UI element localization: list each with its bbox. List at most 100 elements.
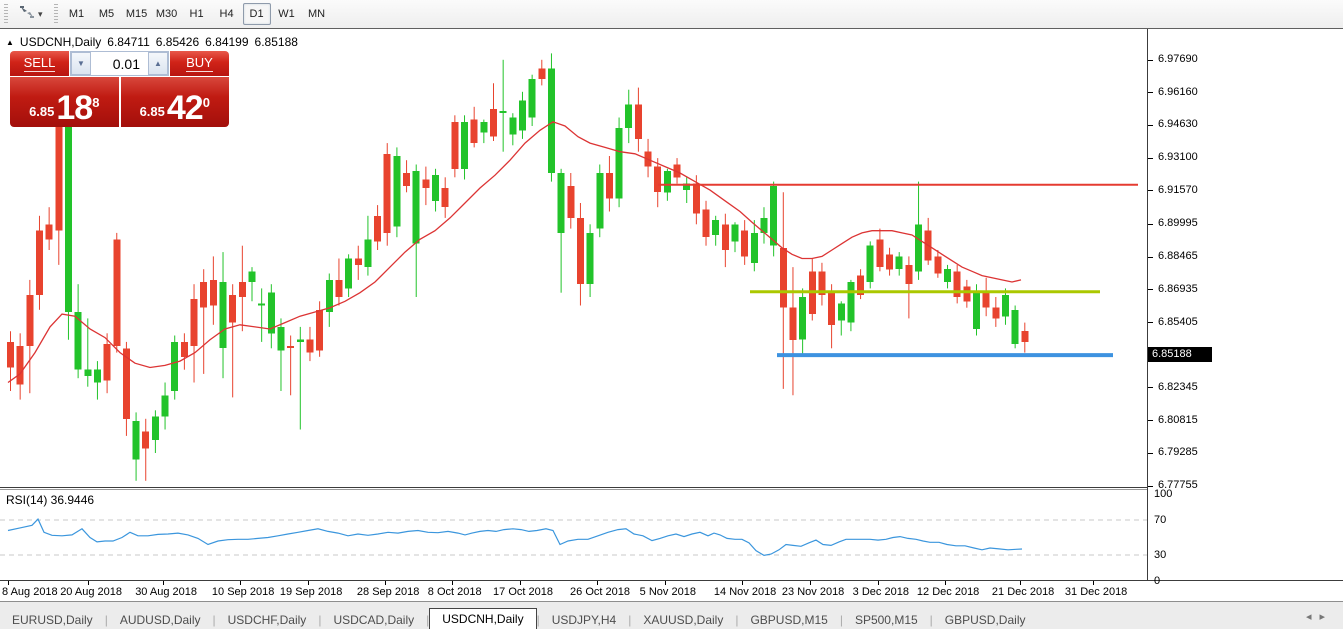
rsi-axis-label: 100 <box>1154 487 1173 500</box>
price-axis-label: 6.79285 <box>1158 446 1198 459</box>
date-axis-tick <box>240 581 241 585</box>
candle-body <box>886 254 894 270</box>
candle-body <box>576 217 584 285</box>
chart-tab-usdcnh[interactable]: USDCNH,Daily <box>429 608 537 629</box>
date-axis-tick <box>385 581 386 585</box>
candle-body <box>219 282 227 349</box>
chart-tab-usdchf[interactable]: USDCHF,Daily <box>227 613 307 627</box>
volume-value[interactable]: 0.01 <box>112 55 140 72</box>
buy-button[interactable]: BUY <box>170 51 229 76</box>
volume-increase-button[interactable]: ▲ <box>148 52 168 75</box>
date-axis-tick <box>742 581 743 585</box>
price-axis-label: 6.96160 <box>1158 85 1198 98</box>
one-click-trading-panel: SELL ▼ 0.01 ▲ BUY 6.85 18 8 6.85 42 0 <box>10 51 229 127</box>
candle-body <box>963 286 971 302</box>
timeframe-button-m30[interactable]: M30 <box>155 8 178 20</box>
date-axis-label: 21 Dec 2018 <box>991 586 1055 598</box>
date-axis-tick <box>810 581 811 585</box>
price-axis-tick <box>1148 485 1153 487</box>
price-axis-label: 6.80815 <box>1158 413 1198 426</box>
timeframe-button-mn[interactable]: MN <box>307 8 326 20</box>
price-axis-tick <box>1148 289 1153 291</box>
moving-average-line[interactable] <box>7 121 1022 384</box>
timeframe-button-h4[interactable]: H4 <box>219 8 234 20</box>
candle-body <box>7 341 14 368</box>
candle-body <box>248 271 256 282</box>
candle-body <box>702 209 710 238</box>
ohlc-low-value: 6.84199 <box>205 35 249 49</box>
candle-body <box>663 170 671 193</box>
chart-tool-button[interactable]: ▾ <box>12 1 50 28</box>
candle-body <box>876 239 884 268</box>
date-axis-label: 19 Sep 2018 <box>279 586 343 598</box>
candle-body <box>490 108 497 137</box>
rsi-line[interactable] <box>7 518 1023 557</box>
price-axis-label: 6.97690 <box>1158 53 1198 65</box>
toolbar-gripper[interactable] <box>53 4 58 24</box>
candle-body <box>132 420 140 460</box>
candle-body <box>345 258 353 289</box>
timeframe-button-m1[interactable]: M1 <box>68 8 85 20</box>
candle-body <box>470 119 478 144</box>
price-axis-label: 6.82345 <box>1158 380 1198 393</box>
price-axis-label: 6.91570 <box>1158 183 1198 196</box>
timeframe-button-d1[interactable]: D1 <box>242 3 271 25</box>
date-axis-label: 14 Nov 2018 <box>713 586 777 598</box>
chart-tab-audusd[interactable]: AUDUSD,Daily <box>119 613 201 627</box>
candle-body <box>36 230 43 295</box>
candle-body <box>509 117 517 135</box>
date-axis-label: 23 Nov 2018 <box>781 586 845 598</box>
sell-price-display[interactable]: 6.85 18 8 <box>10 77 119 127</box>
tab-scroll-arrows[interactable]: ◂▸ <box>1306 610 1333 623</box>
main-chart-canvas[interactable] <box>0 30 1147 487</box>
candle-body <box>142 431 150 449</box>
timeframe-button-m15[interactable]: M15 <box>125 8 148 20</box>
candle-body <box>316 309 324 351</box>
price-axis-tick <box>1148 322 1153 324</box>
candle-body <box>113 239 121 347</box>
timeframe-toolbar: ▾ M1 M5 M15 M30 H1 H4 D1 W1 MN <box>0 0 1343 28</box>
candle-body <box>200 282 208 308</box>
timeframe-button-w1[interactable]: W1 <box>278 8 295 20</box>
tab-separator: | <box>104 613 108 627</box>
sell-button[interactable]: SELL <box>10 51 69 76</box>
toolbar-gripper[interactable] <box>4 4 8 24</box>
candle-body <box>383 153 391 233</box>
volume-decrease-button[interactable]: ▼ <box>71 52 91 75</box>
chart-tab-xauusd[interactable]: XAUUSD,Daily <box>643 613 724 627</box>
subwindow-separator[interactable] <box>0 487 1343 488</box>
price-axis[interactable]: 6.97690 6.96160 6.94630 6.93100 6.91570 6.899… <box>1148 29 1343 580</box>
candle-body <box>905 264 913 285</box>
chart-tab-sp500[interactable]: SP500,M15 <box>854 613 918 627</box>
candle-body <box>528 79 536 118</box>
candle-body <box>731 224 739 242</box>
chart-symbol-label: USDCNH,Daily <box>19 35 102 49</box>
candle-body <box>151 416 159 441</box>
rsi-indicator-canvas[interactable] <box>0 489 1147 580</box>
chart-tab-usdjpy[interactable]: USDJPY,H4 <box>551 613 617 627</box>
candle-body <box>915 224 922 272</box>
buy-price-display[interactable]: 6.85 42 0 <box>120 77 229 127</box>
chart-tab-usdcad[interactable]: USDCAD,Daily <box>333 613 415 627</box>
scroll-right-icon[interactable]: ▸ <box>1319 610 1333 623</box>
scroll-left-icon[interactable]: ◂ <box>1305 610 1320 623</box>
chart-tab-eurusd[interactable]: EURUSD,Daily <box>12 613 93 627</box>
chart-tab-gbpusd[interactable]: GBPUSD,M15 <box>750 613 828 627</box>
timeframe-button-m5[interactable]: M5 <box>98 8 115 20</box>
price-axis-tick <box>1148 256 1153 258</box>
tab-separator: | <box>212 613 216 627</box>
candle-body <box>760 217 768 233</box>
date-axis[interactable]: 8 Aug 2018 20 Aug 2018 30 Aug 2018 10 Sep 2… <box>0 581 1343 602</box>
candle-body <box>673 164 681 178</box>
price-axis-label: 6.85405 <box>1158 315 1198 328</box>
tab-separator: | <box>318 613 322 627</box>
collapse-triangle-icon[interactable]: ▲ <box>6 37 14 47</box>
timeframe-button-h1[interactable]: H1 <box>189 8 204 20</box>
candle-body <box>857 275 865 295</box>
candle-body <box>973 290 980 330</box>
candle-body <box>992 307 1000 319</box>
candle-body <box>557 173 565 233</box>
candle-body <box>799 297 807 340</box>
candle-body <box>461 121 468 169</box>
chart-tab-gbpusd[interactable]: GBPUSD,Daily <box>944 613 1026 627</box>
